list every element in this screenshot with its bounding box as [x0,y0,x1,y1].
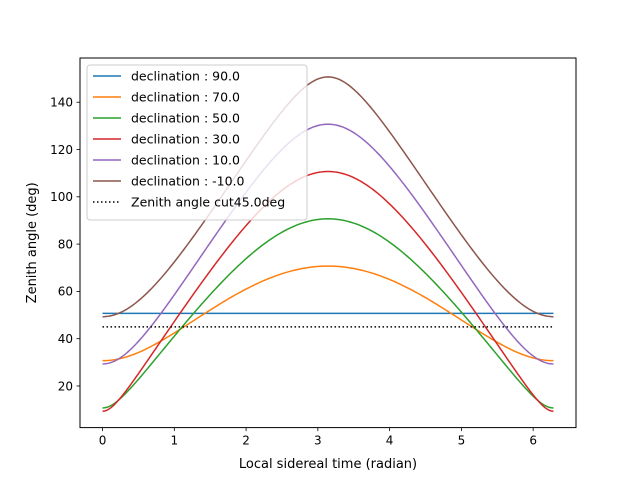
x-axis-label: Local sidereal time (radian) [239,457,417,472]
series-line-2 [102,265,554,362]
x-tick-label: 5 [458,434,466,448]
y-axis-ticks: 20 40 60 80 100 120 140 [50,96,80,393]
x-axis-ticks: 0 1 2 3 4 5 6 [99,427,537,448]
legend: declination : 90.0 declination : 70.0 decl… [86,64,308,221]
legend-label: declination : 50.0 [131,111,240,126]
plot-frame [79,57,577,429]
y-tick-label: 20 [58,379,73,393]
plot-curves [102,76,554,413]
y-tick-label: 80 [58,237,73,251]
legend-label: declination : -10.0 [131,174,245,189]
x-tick-label: 1 [170,434,178,448]
y-tick-label: 60 [58,285,73,299]
legend-box [86,64,308,221]
legend-label: Zenith angle cut45.0deg [131,195,285,210]
x-tick-label: 0 [99,434,107,448]
y-axis-label: Zenith angle (deg) [25,182,40,303]
x-tick-label: 2 [242,434,250,448]
x-tick-label: 4 [386,434,394,448]
y-tick-label: 100 [50,190,73,204]
series-line-4 [102,170,554,413]
series-line-6 [102,76,554,318]
y-tick-label: 40 [58,332,73,346]
y-tick-label: 120 [50,143,73,157]
legend-label: declination : 10.0 [131,153,240,168]
series-line-5 [102,123,554,365]
x-tick-label: 3 [314,434,322,448]
x-tick-label: 6 [529,434,537,448]
legend-label: declination : 90.0 [131,69,240,84]
legend-label: declination : 70.0 [131,90,240,105]
y-tick-label: 140 [50,96,73,110]
legend-label: declination : 30.0 [131,132,240,147]
series-line-3 [102,218,554,409]
